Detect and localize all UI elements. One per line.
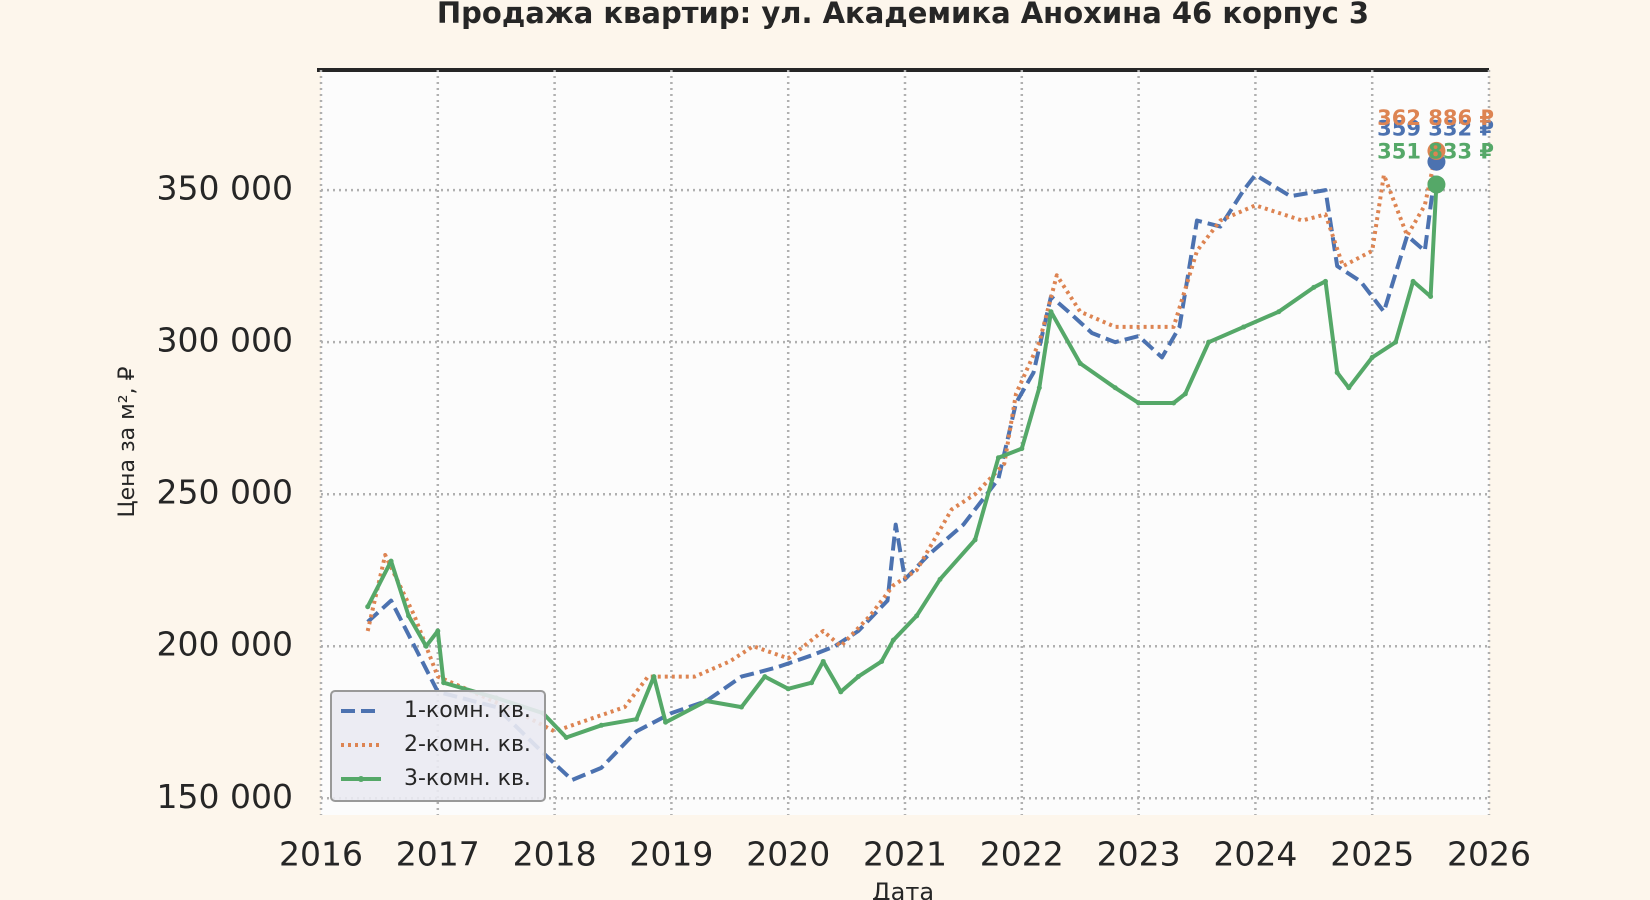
point-marker — [365, 604, 371, 610]
point-marker — [633, 716, 639, 722]
point-marker — [388, 558, 394, 564]
point-marker — [441, 680, 447, 686]
point-marker — [738, 704, 744, 710]
point-marker — [820, 658, 826, 664]
series-line — [366, 161, 1439, 782]
point-marker — [914, 613, 920, 619]
y-tick-label: 350 000 — [157, 169, 293, 208]
end-point — [1427, 141, 1446, 160]
legend-box — [330, 690, 546, 802]
point-marker — [563, 734, 569, 740]
point-marker — [1369, 354, 1375, 360]
legend-label: 2-комн. кв. — [404, 732, 531, 757]
legend-label: 3-комн. кв. — [404, 766, 531, 791]
end-label: 362 886 ₽ — [1377, 106, 1494, 130]
point-marker — [1182, 391, 1188, 397]
point-marker — [785, 686, 791, 692]
point-marker — [937, 576, 943, 582]
end-label: 359 332 ₽ — [1377, 117, 1494, 141]
point-marker — [1311, 284, 1317, 290]
point-marker — [1171, 400, 1177, 406]
point-marker — [703, 698, 709, 704]
point-marker — [1112, 385, 1118, 391]
series-line — [365, 150, 1439, 734]
y-tick-label: 250 000 — [157, 473, 293, 512]
point-marker — [651, 674, 657, 680]
end-label: 351 833 ₽ — [1377, 140, 1494, 164]
x-tick-label: 2020 — [746, 835, 830, 874]
point-marker — [1393, 339, 1399, 345]
point-marker — [1410, 278, 1416, 284]
legend-label: 1-комн. кв. — [404, 698, 531, 723]
point-marker — [972, 537, 978, 543]
point-marker — [762, 674, 768, 680]
point-marker — [1334, 370, 1340, 376]
x-tick-label: 2024 — [1213, 835, 1297, 874]
x-tick-label: 2019 — [629, 835, 713, 874]
point-marker — [406, 613, 412, 619]
point-marker — [1276, 309, 1282, 315]
point-marker — [890, 637, 896, 643]
x-axis-label: Дата — [872, 878, 934, 900]
y-axis-label: Цена за м², ₽ — [115, 366, 140, 517]
legend: 1-комн. кв. 2-комн. кв. 3-комн. кв. — [330, 690, 546, 802]
point-marker — [1322, 278, 1328, 284]
point-marker — [879, 658, 885, 664]
end-point — [1427, 175, 1446, 194]
point-marker — [1241, 324, 1247, 330]
x-tick-label: 2026 — [1447, 835, 1531, 874]
x-tick-label: 2025 — [1330, 835, 1414, 874]
point-marker — [435, 628, 441, 634]
point-marker — [838, 689, 844, 695]
point-marker — [995, 455, 1001, 461]
y-tick-label: 150 000 — [157, 777, 293, 816]
x-tick-label: 2018 — [513, 835, 597, 874]
x-tick-label: 2021 — [863, 835, 947, 874]
point-marker — [855, 674, 861, 680]
point-marker — [423, 643, 429, 649]
x-tick-label: 2022 — [980, 835, 1064, 874]
chart-title: Продажа квартир: ул. Академика Анохина 4… — [437, 0, 1369, 30]
point-marker — [1428, 294, 1434, 300]
point-marker — [809, 680, 815, 686]
point-marker — [1077, 360, 1083, 366]
y-tick-label: 200 000 — [157, 625, 293, 664]
point-marker — [1036, 385, 1042, 391]
point-marker — [1048, 309, 1054, 315]
x-tick-label: 2023 — [1097, 835, 1181, 874]
x-tick-label: 2016 — [279, 835, 363, 874]
y-tick-label: 300 000 — [157, 321, 293, 360]
point-marker — [1346, 385, 1352, 391]
x-tick-label: 2017 — [396, 835, 480, 874]
point-marker — [663, 719, 669, 725]
point-marker — [1136, 400, 1142, 406]
point-marker — [598, 722, 604, 728]
point-marker — [1019, 446, 1025, 452]
legend-marker — [358, 776, 364, 782]
point-marker — [1206, 339, 1212, 345]
